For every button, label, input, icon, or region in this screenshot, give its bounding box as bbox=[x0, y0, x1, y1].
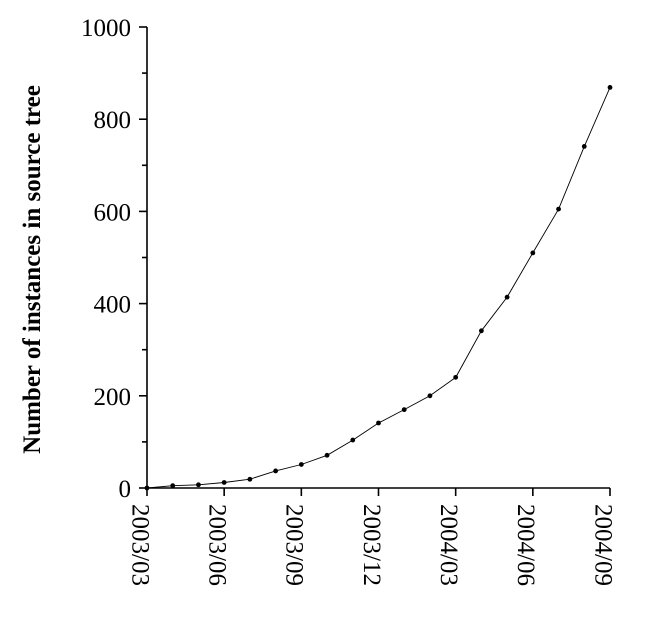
y-tick-label: 200 bbox=[94, 384, 132, 411]
data-point bbox=[401, 407, 407, 413]
data-point bbox=[298, 462, 304, 467]
y-tick-label: 600 bbox=[94, 199, 132, 226]
data-point bbox=[427, 393, 433, 399]
x-tick-label: 2004/06 bbox=[512, 504, 539, 586]
x-tick-label: 2004/09 bbox=[589, 504, 616, 586]
x-tick-label: 2003/06 bbox=[203, 504, 230, 586]
data-point bbox=[504, 294, 510, 300]
data-point bbox=[530, 250, 536, 256]
data-point bbox=[607, 84, 613, 90]
data-point bbox=[170, 483, 176, 489]
data-point bbox=[376, 420, 381, 426]
data-point bbox=[247, 476, 253, 482]
data-point bbox=[350, 437, 356, 443]
y-tick-label: 1000 bbox=[81, 15, 131, 42]
x-tick-label: 2003/12 bbox=[358, 504, 385, 586]
data-point bbox=[478, 328, 484, 334]
data-point bbox=[196, 482, 201, 488]
x-ticks: 2003/03 2003/06 2003/09 2003/12 2004/03 2004/… bbox=[126, 488, 616, 586]
y-tick-label: 400 bbox=[94, 292, 132, 319]
data-point bbox=[453, 374, 459, 380]
x-tick-label: 2003/03 bbox=[126, 504, 153, 586]
data-point bbox=[273, 468, 279, 474]
data-point bbox=[221, 480, 227, 485]
data-point bbox=[324, 452, 330, 458]
data-point bbox=[144, 485, 150, 491]
y-axis-title: Number of instances in source tree bbox=[19, 85, 46, 454]
y-tick-label: 0 bbox=[119, 476, 132, 503]
data-point bbox=[581, 143, 587, 149]
data-point bbox=[556, 206, 561, 212]
series bbox=[144, 84, 613, 491]
y-ticks: 0 200 400 600 800 1000 bbox=[81, 15, 147, 503]
x-tick-label: 2004/03 bbox=[435, 504, 462, 586]
y-tick-label: 800 bbox=[94, 107, 132, 134]
axes bbox=[146, 27, 610, 489]
series-line bbox=[146, 87, 611, 489]
x-tick-label: 2003/09 bbox=[281, 504, 308, 586]
